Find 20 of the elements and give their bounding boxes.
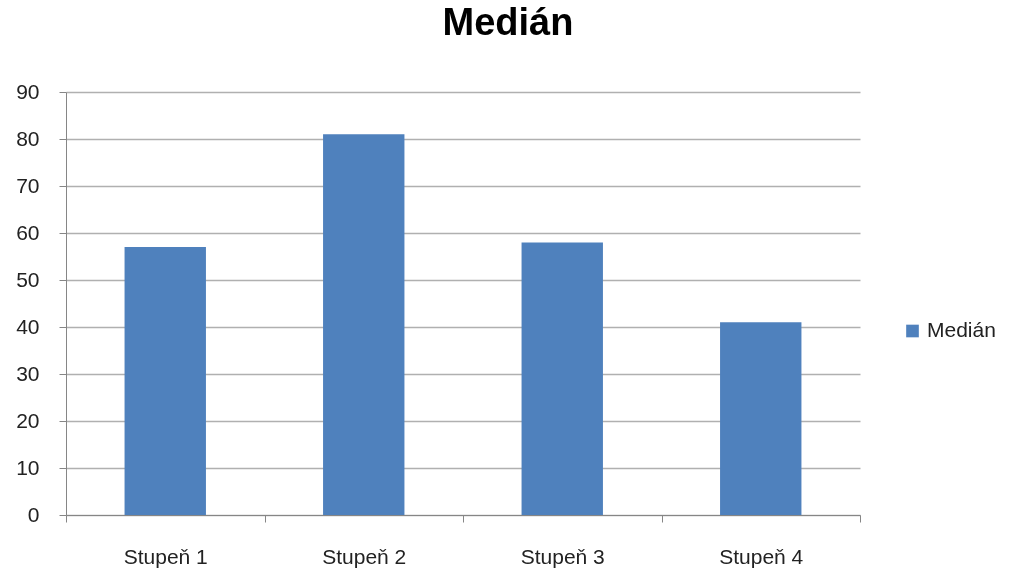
y-tick-label: 20 — [16, 408, 40, 432]
bar — [720, 322, 802, 515]
y-tick-label: 50 — [16, 267, 40, 291]
x-tick-label: Stupeň 2 — [322, 544, 407, 568]
y-tick-label: 90 — [16, 79, 40, 103]
x-tick-label: Stupeň 4 — [719, 544, 804, 568]
x-tick-label: Stupeň 3 — [520, 544, 605, 568]
y-tick-label: 0 — [27, 502, 40, 526]
x-tick-label: Stupeň 1 — [123, 544, 208, 568]
bar — [124, 247, 206, 515]
y-tick-label: 30 — [16, 361, 40, 385]
legend-label: Medián — [927, 318, 996, 341]
y-tick-label: 60 — [16, 220, 40, 244]
chart-title: Medián — [442, 1, 574, 43]
bar — [323, 134, 405, 515]
y-tick-label: 70 — [16, 173, 40, 197]
y-tick-label: 80 — [16, 126, 40, 150]
bar — [521, 242, 603, 515]
y-tick-label: 40 — [16, 314, 40, 338]
y-tick-label: 10 — [16, 455, 40, 479]
